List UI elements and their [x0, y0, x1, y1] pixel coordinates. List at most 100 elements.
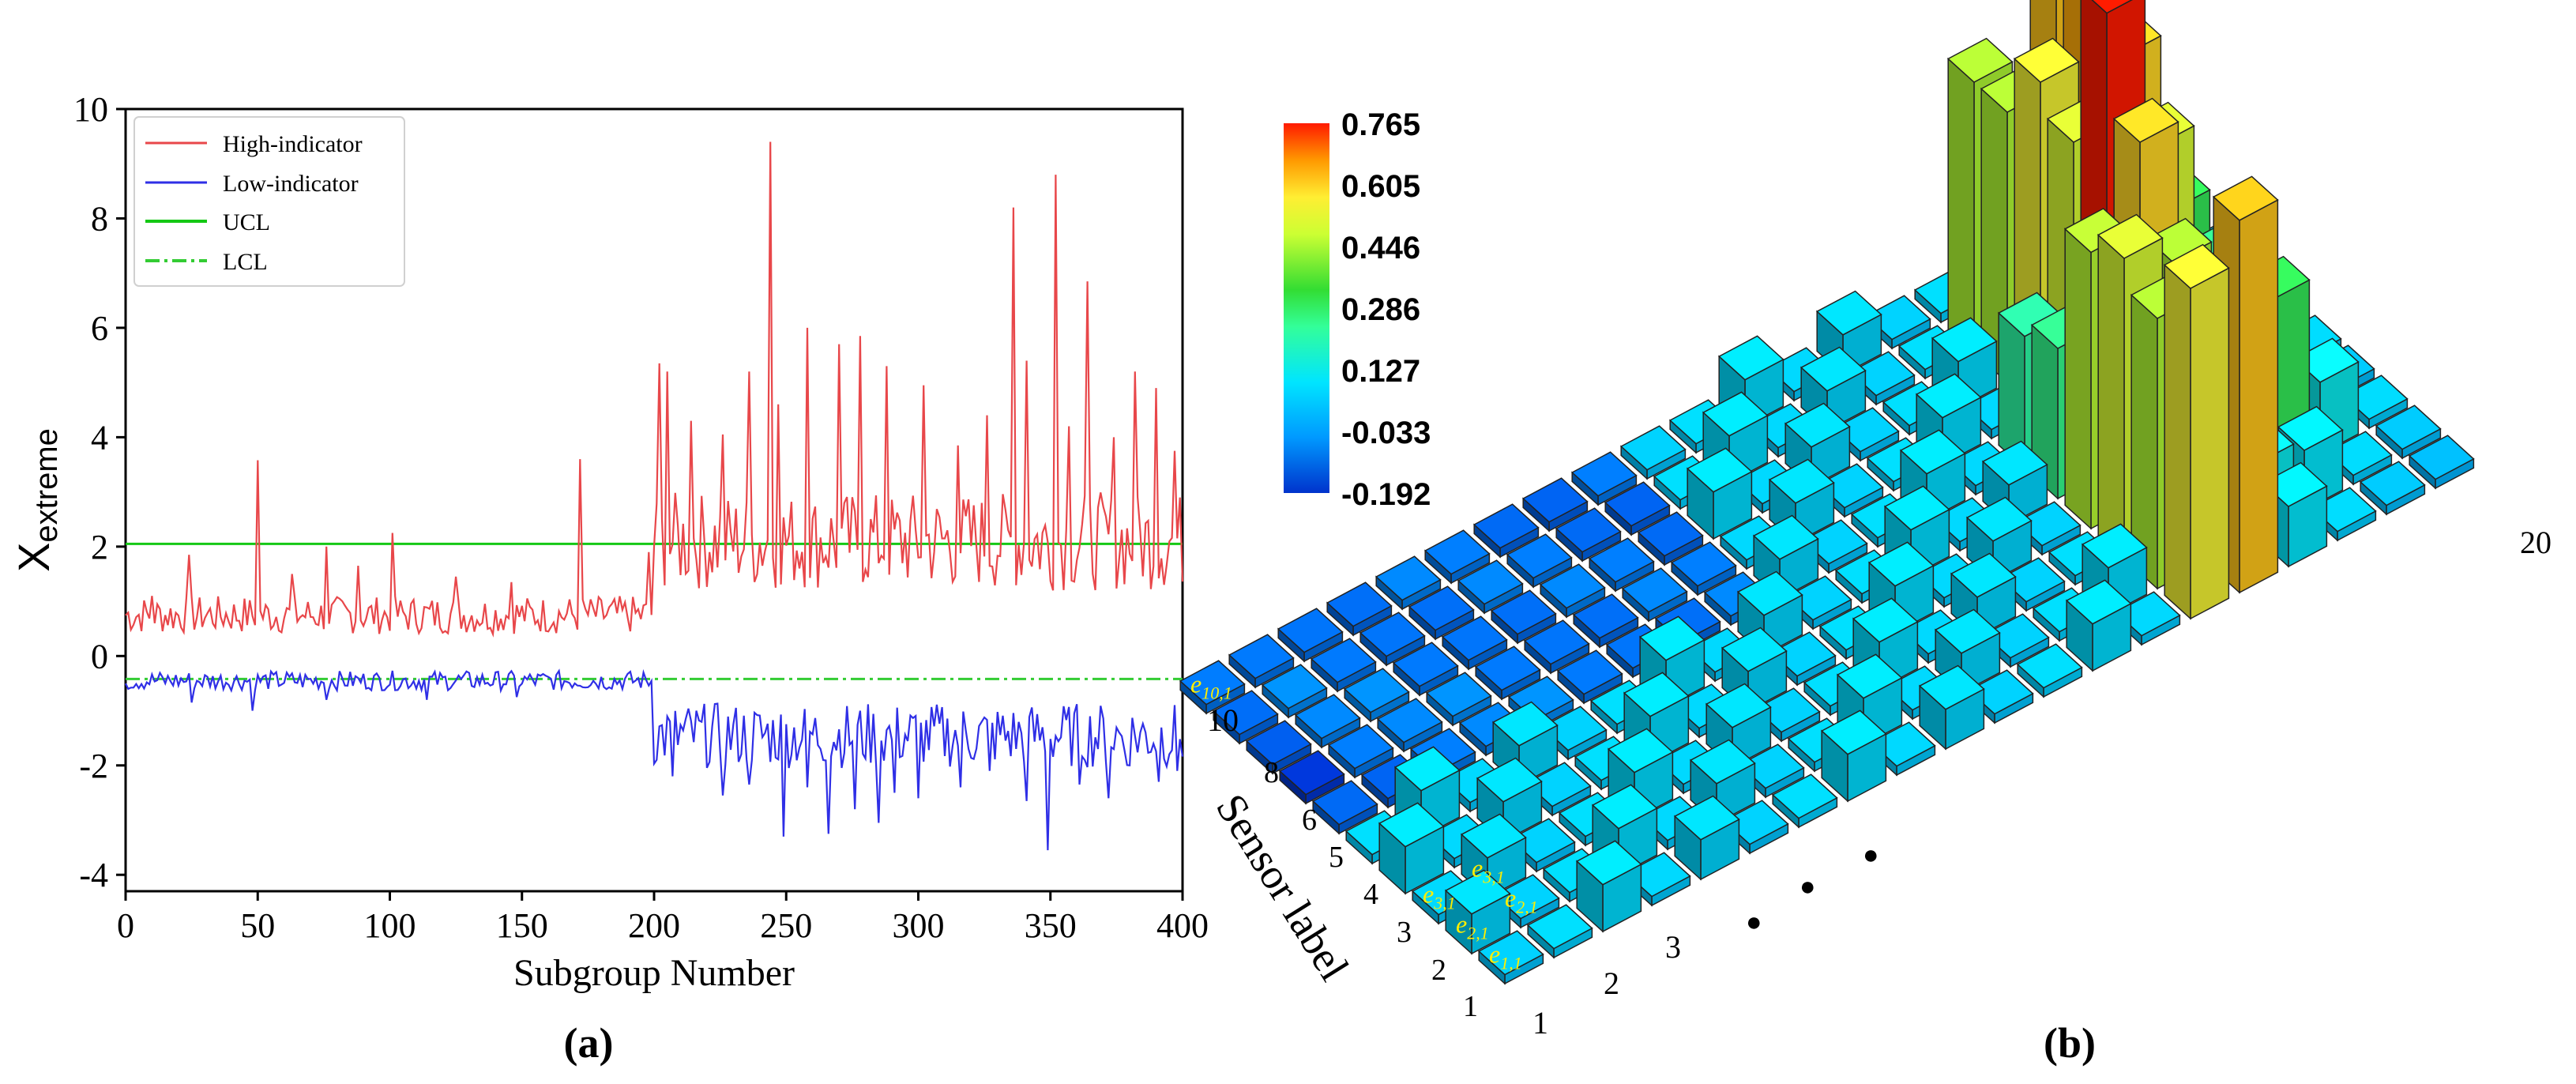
- bar-top-face: [2013, 37, 2080, 83]
- bar-top-face: [1836, 653, 1903, 699]
- bar-top-face: [1588, 537, 1655, 583]
- bar-top-face: [2277, 405, 2344, 451]
- bar-3d: [1228, 634, 1295, 689]
- bar-top-face: [2097, 213, 2164, 259]
- bar-3d: [1408, 585, 1475, 641]
- bar-3d: [1572, 593, 1639, 649]
- bar-top-face: [1311, 780, 1378, 826]
- x-tick-label: 300: [893, 906, 945, 945]
- bar-3d: [1472, 503, 1540, 559]
- panel-a-line-chart: 0 50 100 150 200 250 300 350 400 -4 -2 0 2 4 6 8 10 Sub…: [9, 90, 1209, 1067]
- bar-top-face: [2016, 643, 2083, 689]
- bar-front-face: [2190, 267, 2230, 620]
- cell-label-base: e: [1489, 939, 1500, 968]
- bar-top-face: [1457, 559, 1524, 605]
- bar-top-face: [1784, 402, 1851, 448]
- bar-top-face: [1771, 773, 1838, 819]
- low-indicator-line: [125, 668, 1184, 851]
- bar-top-face: [1705, 683, 1772, 728]
- bar-top-face: [1768, 458, 1835, 504]
- x-axis-ticks: 0 50 100 150 200 250 300 350 400: [117, 891, 1209, 945]
- bar-3d: [2065, 579, 2132, 672]
- bar-3d: [2359, 461, 2426, 516]
- bar-top-face: [1474, 646, 1541, 691]
- legend-box: [134, 116, 405, 287]
- bar-top-face: [1604, 481, 1671, 527]
- y-tick-2: 2: [1431, 954, 1446, 987]
- bar-top-face: [1523, 619, 1590, 665]
- bar-top-face: [2065, 579, 2132, 625]
- ellipsis-dot-2: ●: [1799, 871, 1816, 901]
- bar-3d: [1521, 477, 1589, 533]
- bar-3d: [1771, 773, 1838, 829]
- cell-label-base: e: [1423, 879, 1434, 908]
- legend-label-high: High-indicator: [223, 131, 363, 157]
- bar-top-face: [1899, 429, 1966, 475]
- bar-top-face: [1476, 757, 1543, 803]
- bar-top-face: [1686, 447, 1753, 493]
- colorbar-tick-label: 0.765: [1341, 107, 1420, 142]
- legend-label-lcl: LCL: [223, 249, 268, 275]
- bar-top-face: [1720, 627, 1788, 672]
- bar-top-face: [2212, 175, 2279, 221]
- colorbar-tick-label: 0.605: [1341, 169, 1420, 204]
- bar-side-face: [2097, 233, 2125, 560]
- y-tick-label: 2: [91, 528, 108, 566]
- legend: High-indicator Low-indicator UCL LCL: [134, 116, 405, 287]
- bar-top-face: [1555, 507, 1622, 553]
- x-axis-label: Subgroup Number: [513, 952, 795, 994]
- bar-3d: [1474, 646, 1541, 701]
- y-tick-label: 8: [91, 199, 108, 238]
- y-tick-label: 0: [91, 637, 108, 676]
- bar-top-face: [1359, 612, 1426, 657]
- x-tick-20: 20: [2520, 525, 2552, 560]
- high-indicator-line: [125, 141, 1184, 638]
- bar-top-face: [1689, 739, 1756, 785]
- bar-3d: [1555, 507, 1622, 563]
- y-axis-label: Xextreme: [9, 428, 64, 572]
- y-tick-label: 4: [91, 418, 108, 457]
- bar-3d: [1425, 672, 1492, 727]
- bar-side-face: [2164, 263, 2191, 620]
- bar-top-face: [1526, 904, 1593, 950]
- ellipsis-dot-3: ●: [1863, 840, 1879, 870]
- bar-3d: [1392, 642, 1459, 697]
- bar-front-face: [2239, 198, 2279, 594]
- bar-3d: [1261, 664, 1328, 719]
- x-tick-label: 400: [1156, 906, 1209, 945]
- bar-top-face: [1883, 485, 1950, 531]
- bar-top-face: [1294, 694, 1361, 740]
- bar-3d: [1918, 664, 1985, 751]
- legend-label-low: Low-indicator: [223, 171, 359, 197]
- bar-top-face: [1477, 930, 1544, 976]
- colorbar: [1284, 123, 1329, 493]
- bar-top-face: [1950, 552, 2017, 598]
- bar-3d: [1670, 541, 1737, 597]
- bar-top-face: [1572, 593, 1639, 639]
- bar-3d: [1327, 724, 1394, 779]
- bar-top-face: [1670, 541, 1737, 587]
- cell-label-base: e: [1472, 853, 1483, 882]
- bar-top-face: [2112, 97, 2179, 143]
- bar-top-face: [1852, 597, 1919, 643]
- bar-3d: [1294, 694, 1361, 749]
- cell-label-sub: 2,1: [1516, 897, 1538, 917]
- x-tick-label: 250: [760, 906, 812, 945]
- bar-3d: [1212, 690, 1279, 745]
- bar-top-face: [1491, 701, 1559, 747]
- bar-top-face: [1815, 290, 1882, 336]
- bar-top-face: [1623, 672, 1690, 717]
- bar-3d: [1311, 780, 1378, 835]
- cell-label: e10,1: [1190, 669, 1232, 702]
- bar-top-face: [1441, 615, 1508, 661]
- y-axis-label-sub: extreme: [29, 428, 64, 543]
- bar-3d: [1673, 795, 1740, 881]
- bar-top-face: [1556, 649, 1623, 695]
- bar-top-face: [1393, 746, 1461, 792]
- bar-top-face: [1343, 668, 1410, 713]
- bar-top-face: [1245, 720, 1312, 766]
- bar-top-face: [1591, 784, 1658, 830]
- bar-3d: [1326, 582, 1393, 637]
- bar-3d: [1277, 608, 1344, 663]
